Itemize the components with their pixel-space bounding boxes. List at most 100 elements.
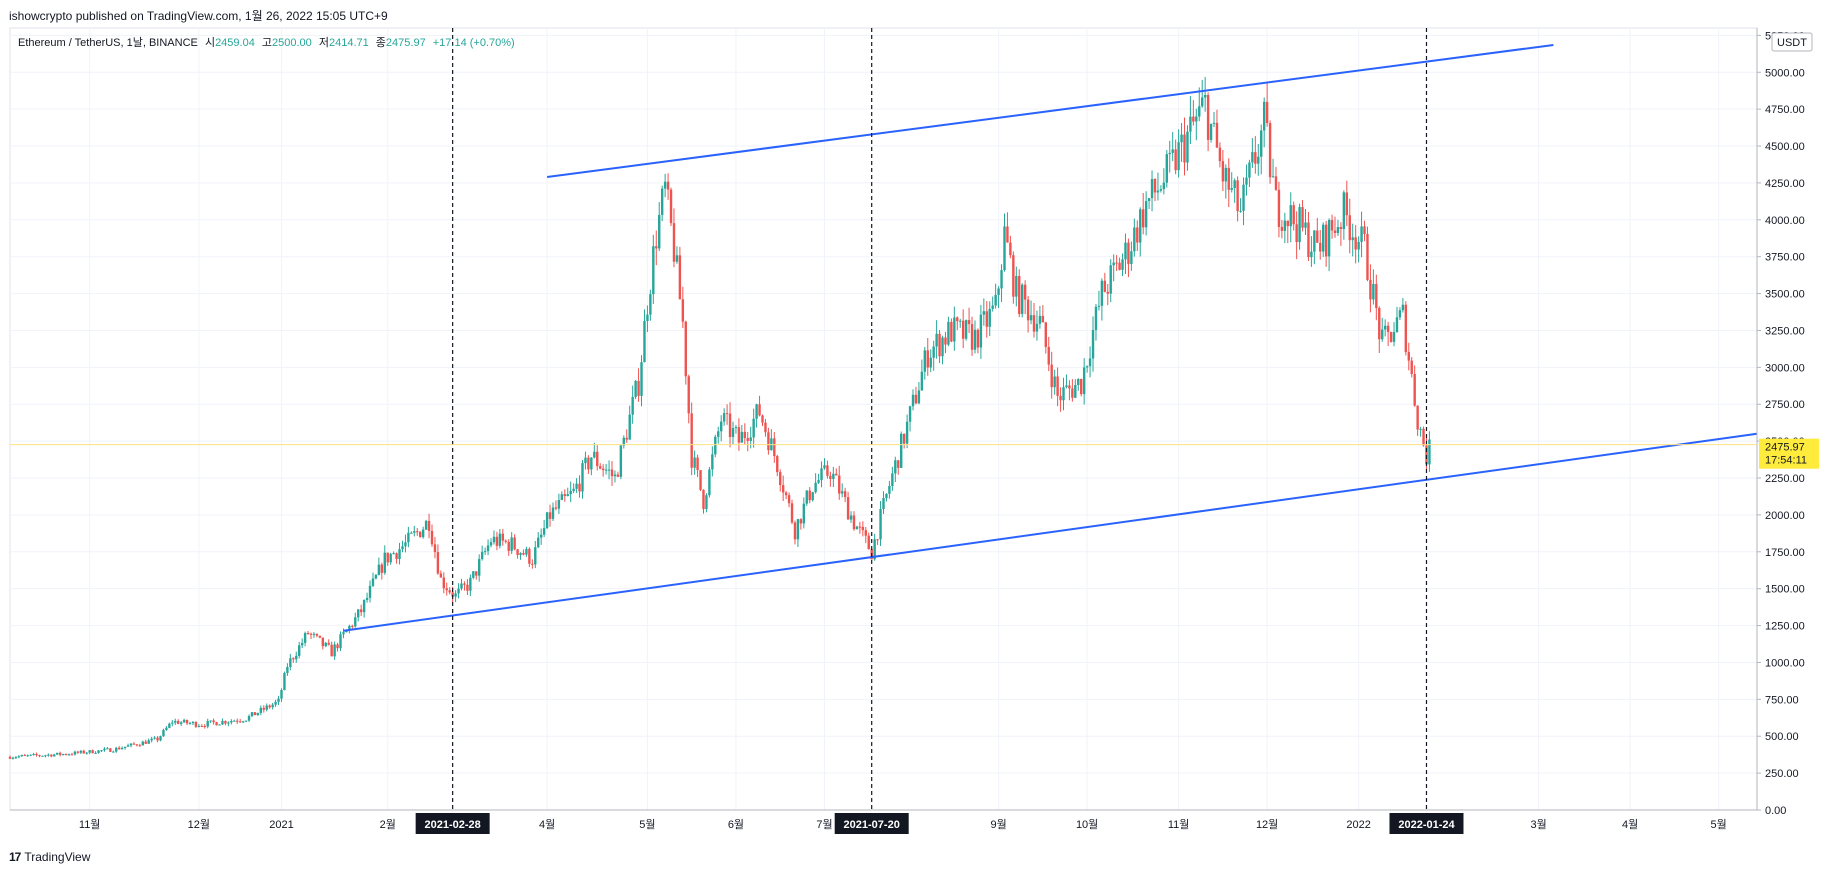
candle-body [318, 635, 322, 638]
marker-label: 2021-02-28 [425, 819, 481, 831]
candle-body [1401, 304, 1405, 311]
candle-body [1198, 106, 1201, 117]
candle-body [607, 469, 611, 471]
y-tick-label: 4750.00 [1765, 104, 1805, 116]
legend-low-label: 저 [319, 36, 329, 49]
candle-body [112, 751, 115, 753]
candle-body [873, 539, 876, 560]
candle-body [1147, 198, 1151, 202]
candle-body [519, 552, 522, 555]
candle-body [885, 493, 888, 499]
candle-body [979, 314, 983, 348]
candle-body [643, 321, 646, 363]
candle-body [398, 549, 401, 560]
svg-text:Ethereum / TetherUS, 1날, BINAN: Ethereum / TetherUS, 1날, BINANCE 시2459.0… [18, 36, 515, 49]
candle-body [177, 720, 180, 724]
candle-body [970, 324, 974, 350]
candle-body [29, 754, 32, 756]
marker-label-bg [834, 813, 909, 834]
candle-body [44, 755, 47, 757]
candle-body [755, 404, 758, 419]
candle-body [1180, 134, 1183, 143]
candle-body [218, 724, 221, 726]
candle-body [153, 737, 156, 739]
candle-body [1354, 237, 1357, 250]
candle-body [1236, 180, 1239, 212]
candle-body [1274, 176, 1278, 190]
legend: Ethereum / TetherUS, 1날, BINANCE 시2459.0… [18, 36, 515, 49]
candle-body [1035, 323, 1039, 332]
candle-body [300, 642, 304, 646]
candle-body [377, 564, 381, 575]
candle-body [805, 490, 808, 504]
candle-body [85, 752, 88, 754]
candle-body [486, 545, 490, 552]
candle-body [823, 465, 826, 469]
candle-body [1109, 265, 1112, 294]
x-tick-label: 9월 [990, 818, 1006, 831]
candle-body [1324, 224, 1328, 257]
candle-body [11, 757, 15, 759]
candle-body [1248, 162, 1251, 178]
candle-body [1012, 255, 1015, 297]
y-tick-label: 2750.00 [1765, 399, 1805, 411]
marker-label-bg [415, 813, 490, 834]
candle-body [1413, 373, 1416, 406]
candle-body [342, 632, 345, 635]
candle-body [430, 530, 434, 545]
candle-body [238, 721, 242, 723]
candle-body [1333, 230, 1337, 234]
candle-body [478, 559, 481, 576]
candle-body [593, 451, 596, 458]
candle-body [581, 463, 584, 492]
candle-body [1386, 325, 1390, 332]
candle-body [23, 755, 26, 757]
candle-body [905, 421, 909, 444]
candle-body [35, 754, 38, 756]
candle-body [17, 756, 21, 758]
x-tick-label: 10월 [1076, 818, 1098, 831]
candle-body [1059, 395, 1062, 401]
y-tick-label: 3500.00 [1765, 289, 1805, 301]
x-tick-label: 5월 [639, 818, 655, 831]
candle-body [802, 503, 806, 524]
candle-body [1085, 366, 1089, 368]
candle-body [596, 451, 599, 467]
candle-body [448, 590, 451, 593]
x-tick-label: 5월 [1711, 818, 1727, 831]
candle-body [156, 737, 159, 741]
candle-body [545, 512, 549, 529]
candle-body [1242, 184, 1245, 211]
candle-body [265, 705, 268, 710]
candle-body [410, 532, 413, 534]
marker-lines [452, 28, 1428, 810]
candle-body [483, 551, 487, 553]
candle-body [1192, 116, 1195, 122]
candle-body [1319, 242, 1322, 252]
candle-body [117, 747, 121, 750]
candle-body [357, 609, 360, 618]
candle-body [572, 488, 575, 492]
candle-body [188, 723, 192, 725]
candle-body [690, 413, 693, 468]
candle-body [1330, 220, 1334, 231]
candle-body [811, 492, 814, 501]
candle-body [838, 475, 841, 494]
candle-body [1212, 122, 1216, 124]
candle-body [752, 418, 755, 438]
currency-box [1771, 32, 1813, 52]
candle-body [764, 422, 767, 433]
candle-body [374, 574, 378, 579]
candle-body [1121, 259, 1124, 270]
candle-body [1127, 242, 1130, 264]
candle-body [938, 333, 941, 357]
candle-body [531, 563, 534, 565]
candle-body [914, 394, 918, 404]
candle-body [956, 317, 959, 322]
candle-body [315, 633, 319, 636]
candle-body [551, 507, 555, 519]
candle-body [920, 371, 924, 391]
candle-body [1015, 276, 1018, 297]
candle-body [1304, 222, 1307, 228]
